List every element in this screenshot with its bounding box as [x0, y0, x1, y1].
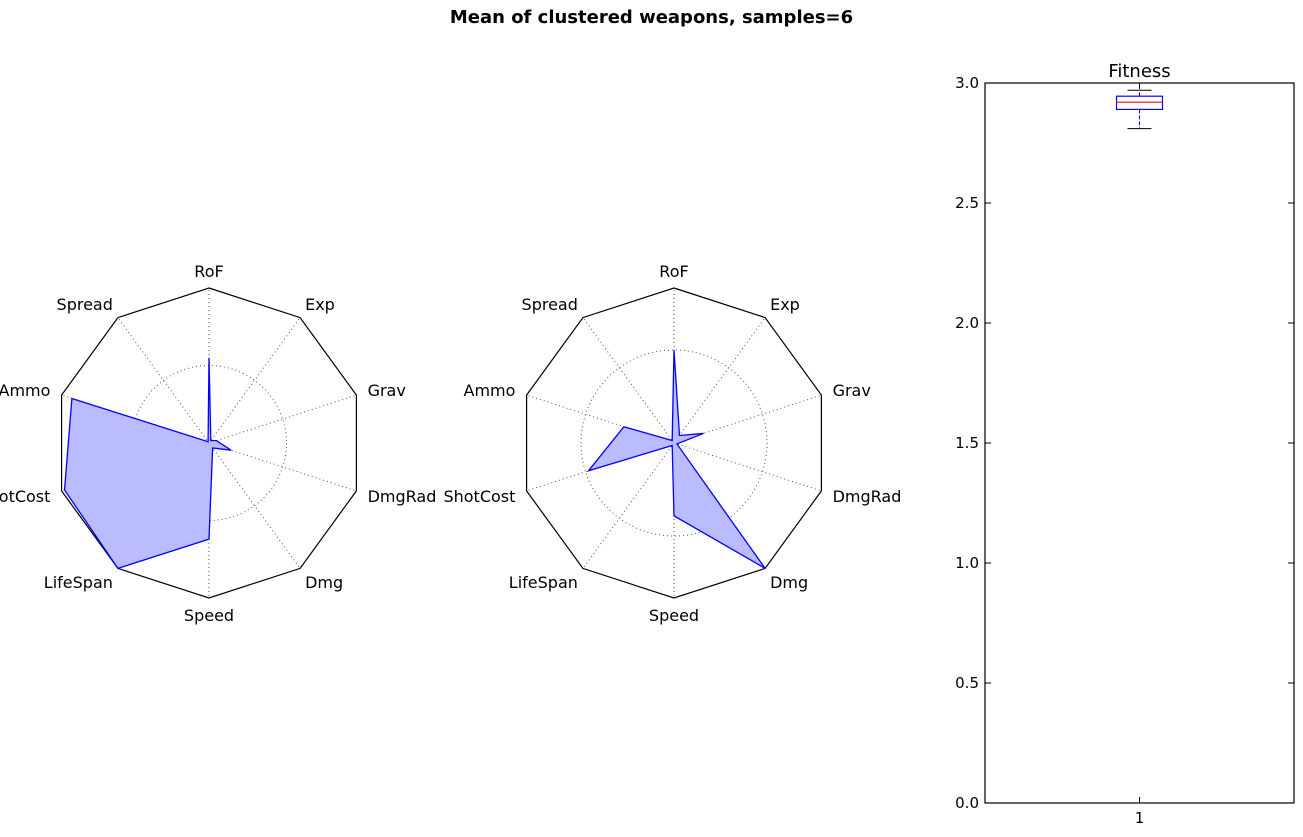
radar-1-axis-label-dmg: Dmg [305, 573, 343, 592]
radar-2-axis-label-lifespan: LifeSpan [509, 573, 578, 592]
radar-1-axis-label-rof: RoF [194, 262, 223, 281]
radar-2-gridline-0 [580, 349, 768, 537]
radar-2-spoke-spread [582, 317, 675, 444]
y-tick-label-1-0: 1.0 [955, 554, 979, 572]
radar-1-spoke-exp [208, 317, 301, 444]
radar-1-axis-label-spread: Spread [57, 295, 113, 314]
y-tick-label-1-5: 1.5 [955, 434, 979, 452]
radar-2-axis-label-shotcost: ShotCost [443, 487, 515, 506]
radar-1-axis-label-grav: Grav [368, 381, 406, 400]
radar-1-axis-label-exp: Exp [305, 295, 335, 314]
radar-2-axis-label-grav: Grav [833, 381, 871, 400]
radar-2-series [586, 349, 766, 569]
radar-2-axis-label-rof: RoF [659, 262, 688, 281]
radar-1-series [63, 357, 232, 570]
box-plot-title: Fitness [1108, 61, 1170, 82]
box-plot-frame [984, 82, 1295, 804]
radar-1-spoke-grav [208, 394, 357, 444]
fitness-boxplot-chart: Fitness 0.0 0.5 1.0 1.5 2.0 2.5 3.0 1 [955, 61, 1295, 827]
y-tick-label-0-0: 0.0 [955, 794, 979, 812]
radar-1-axis-label-dmgrad: DmgRad [368, 487, 437, 506]
y-tick-label-2-5: 2.5 [955, 194, 979, 212]
radar-2-axis-label-dmg: Dmg [770, 573, 808, 592]
radar-2-frame [525, 287, 823, 599]
radar-2-axis-label-exp: Exp [770, 295, 800, 314]
figure-title: Mean of clustered weapons, samples=6 [449, 7, 854, 28]
y-tick-label-2-0: 2.0 [955, 314, 979, 332]
radar-1-axis-label-shotcost: ShotCost [0, 487, 50, 506]
y-tick-label-3-0: 3.0 [955, 74, 979, 92]
radar-2-axis-label-spread: Spread [522, 295, 578, 314]
y-tick-label-0-5: 0.5 [955, 674, 979, 692]
radar-2-axis-label-dmgrad: DmgRad [833, 487, 902, 506]
radar-1-axis-label-speed: Speed [184, 606, 234, 625]
radar-1-axis-label-lifespan: LifeSpan [44, 573, 113, 592]
radar-chart-2: RoF Exp Grav DmgRad Dmg Speed LifeSpan ShotCost… [443, 262, 901, 625]
radar-1-frame [60, 287, 358, 599]
x-tick-label-1: 1 [1135, 809, 1145, 827]
radar-chart-1: RoF Exp Grav DmgRad Dmg Speed LifeSpan ShotCost… [0, 262, 436, 625]
radar-2-axis-label-ammo: Ammo [464, 381, 516, 400]
radar-2-spoke-exp [673, 317, 766, 444]
radar-1-axis-label-ammo: Ammo [0, 381, 50, 400]
radar-2-axis-label-speed: Speed [649, 606, 699, 625]
